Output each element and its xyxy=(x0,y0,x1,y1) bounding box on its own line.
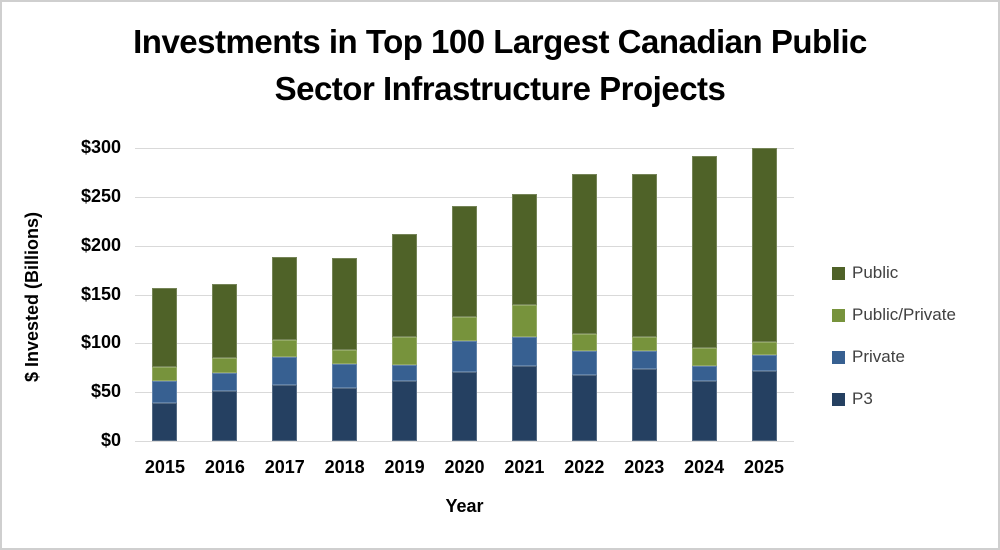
y-tick-label: $50 xyxy=(90,381,121,402)
bar-segment-private-2019 xyxy=(392,364,418,382)
bar-segment-p3-2024 xyxy=(691,381,717,441)
bar-segment-p3-2021 xyxy=(511,365,537,441)
bar-segment-private-2017 xyxy=(272,357,298,386)
bar-segment-public-private-2021 xyxy=(511,305,537,338)
x-tick-label-2015: 2015 xyxy=(144,457,185,477)
bar-segment-public-2015 xyxy=(152,287,178,367)
legend: Public Public/Private Private P3 xyxy=(832,263,956,409)
bar-segment-p3-2023 xyxy=(631,368,657,441)
chart-title-line2: Sector Infrastructure Projects xyxy=(274,70,726,107)
x-tick-label-2018: 2018 xyxy=(324,457,365,477)
y-tick-label: $250 xyxy=(80,185,121,206)
bar-segment-p3-2018 xyxy=(332,388,358,441)
bar-segment-p3-2016 xyxy=(212,391,238,441)
legend-swatch xyxy=(832,308,845,322)
x-tick-label-2025: 2025 xyxy=(744,457,785,477)
bar-segment-public-private-2022 xyxy=(571,333,597,352)
bar-segment-private-2022 xyxy=(571,351,597,375)
bar-segment-private-2025 xyxy=(751,355,777,371)
legend-item-public-private: Public/Private xyxy=(832,305,956,325)
x-tick-label-2017: 2017 xyxy=(264,457,305,477)
bar-segment-public-2021 xyxy=(511,193,537,306)
bar-segment-p3-2019 xyxy=(392,381,418,441)
bar-segment-p3-2025 xyxy=(751,370,777,441)
bar-segment-private-2015 xyxy=(152,381,178,403)
legend-item-public: Public xyxy=(832,263,956,283)
legend-item-p3: P3 xyxy=(832,389,956,409)
y-tick-label: $0 xyxy=(100,430,121,450)
bar-segment-public-private-2016 xyxy=(212,358,238,373)
bar-2025 xyxy=(751,148,777,441)
bar-segment-public-2019 xyxy=(392,233,418,337)
bar-2017 xyxy=(272,148,298,441)
legend-item-private: Private xyxy=(832,347,956,367)
bar-segment-public-private-2017 xyxy=(272,340,298,358)
x-tick-label-2024: 2024 xyxy=(684,457,725,477)
legend-label: P3 xyxy=(852,389,873,408)
bar-segment-private-2021 xyxy=(511,337,537,366)
legend-swatch xyxy=(832,392,845,406)
bar-segment-public-private-2024 xyxy=(691,348,717,366)
x-tick-label-2022: 2022 xyxy=(564,457,605,477)
bar-segment-p3-2015 xyxy=(152,402,178,441)
bar-segment-private-2023 xyxy=(631,351,657,369)
bar-segment-public-2024 xyxy=(691,155,717,349)
bar-2019 xyxy=(392,148,418,441)
plot-area xyxy=(135,148,794,442)
bar-2022 xyxy=(571,148,597,441)
bar-2024 xyxy=(691,148,717,441)
x-tick-label-2020: 2020 xyxy=(444,457,485,477)
bar-segment-public-private-2020 xyxy=(452,316,477,342)
y-tick-label: $150 xyxy=(80,283,121,304)
bar-segment-public-private-2019 xyxy=(392,336,418,365)
bar-segment-public-2016 xyxy=(212,283,238,358)
bar-segment-p3-2017 xyxy=(272,385,298,441)
legend-swatch xyxy=(832,350,845,364)
x-axis-title: Year xyxy=(445,496,484,516)
bar-2020 xyxy=(452,148,477,441)
bar-segment-public-2022 xyxy=(571,174,597,334)
bar-segment-public-private-2023 xyxy=(631,336,657,352)
bar-2016 xyxy=(212,148,238,441)
bar-segment-private-2018 xyxy=(332,363,358,389)
bar-segment-public-private-2015 xyxy=(152,366,178,382)
bar-segment-p3-2022 xyxy=(571,374,597,441)
bar-segment-public-private-2025 xyxy=(751,342,777,356)
x-tick-label-2019: 2019 xyxy=(384,457,425,477)
bar-segment-p3-2020 xyxy=(452,371,477,441)
bar-segment-private-2016 xyxy=(212,372,238,392)
bar-segment-public-2020 xyxy=(452,205,477,317)
bar-2021 xyxy=(511,148,537,441)
legend-swatch xyxy=(832,266,845,280)
bar-segment-private-2020 xyxy=(452,341,477,372)
bar-segment-public-2025 xyxy=(751,148,777,343)
legend-label: Public xyxy=(852,263,899,282)
bar-segment-public-2023 xyxy=(631,174,657,337)
gridline xyxy=(135,441,794,442)
legend-label: Private xyxy=(852,347,905,366)
bar-segment-public-private-2018 xyxy=(332,350,358,364)
bar-2015 xyxy=(152,148,178,441)
bar-2018 xyxy=(332,148,358,441)
x-tick-label-2016: 2016 xyxy=(204,457,245,477)
bar-2023 xyxy=(631,148,657,441)
bar-segment-public-2018 xyxy=(332,258,358,351)
x-tick-label-2023: 2023 xyxy=(624,457,665,477)
chart-title-line1: Investments in Top 100 Largest Canadian … xyxy=(133,23,867,60)
y-tick-label: $300 xyxy=(80,137,121,157)
gridline xyxy=(135,196,794,198)
y-tick-label: $100 xyxy=(80,332,121,353)
x-tick-label-2021: 2021 xyxy=(504,457,545,477)
chart-title: Investments in Top 100 Largest Canadian … xyxy=(2,18,998,112)
gridline xyxy=(135,148,794,149)
legend-label: Public/Private xyxy=(852,305,956,324)
bar-segment-private-2024 xyxy=(691,365,717,382)
y-tick-label: $200 xyxy=(80,234,121,255)
bar-segment-public-2017 xyxy=(272,257,298,341)
